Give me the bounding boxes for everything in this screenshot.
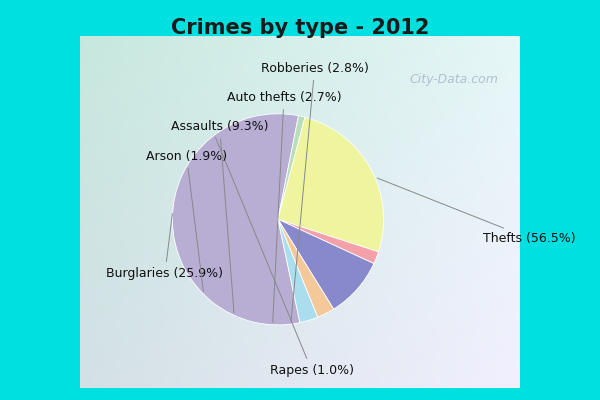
Text: Crimes by type - 2012: Crimes by type - 2012 xyxy=(171,18,429,38)
Wedge shape xyxy=(278,219,317,323)
Text: Auto thefts (2.7%): Auto thefts (2.7%) xyxy=(227,91,341,322)
Text: Thefts (56.5%): Thefts (56.5%) xyxy=(377,178,576,245)
Text: Rapes (1.0%): Rapes (1.0%) xyxy=(215,138,354,377)
Wedge shape xyxy=(278,116,305,219)
Wedge shape xyxy=(278,219,374,309)
Wedge shape xyxy=(172,114,300,325)
Text: Burglaries (25.9%): Burglaries (25.9%) xyxy=(106,214,223,280)
Wedge shape xyxy=(278,117,383,252)
Text: Robberies (2.8%): Robberies (2.8%) xyxy=(261,62,368,321)
Text: City-Data.com: City-Data.com xyxy=(409,73,498,86)
Text: Assaults (9.3%): Assaults (9.3%) xyxy=(171,120,268,313)
Wedge shape xyxy=(278,219,379,264)
Text: Arson (1.9%): Arson (1.9%) xyxy=(146,150,227,292)
Wedge shape xyxy=(278,219,334,317)
